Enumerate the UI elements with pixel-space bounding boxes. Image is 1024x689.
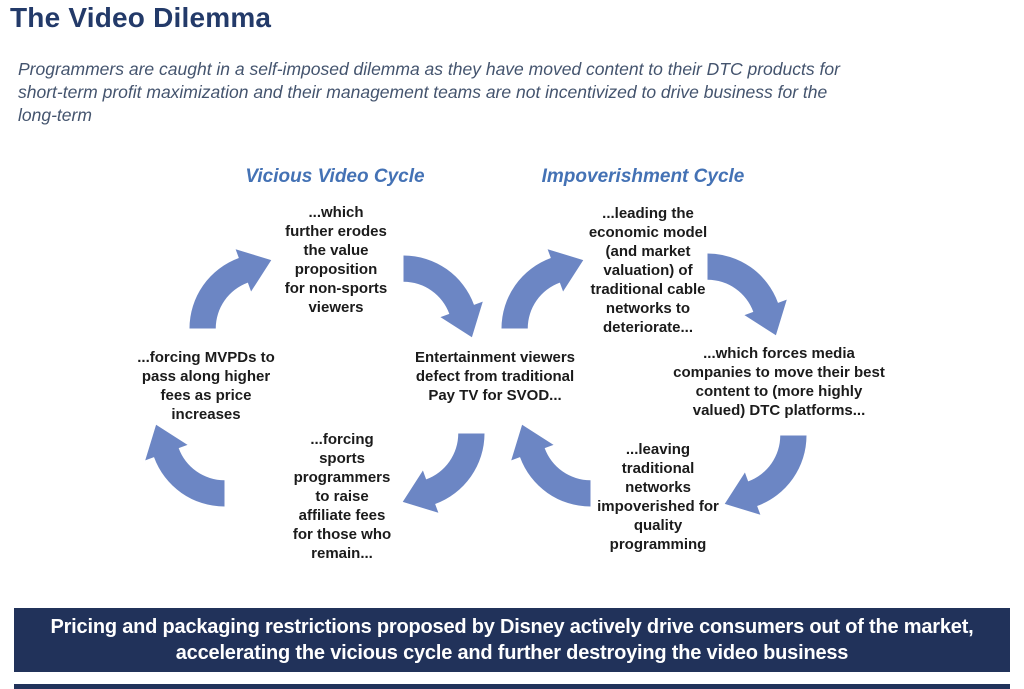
arrow-center-to-leading-icon <box>494 246 584 336</box>
node-sports-programmers: ...forcing sports programmers to raise a… <box>292 431 392 562</box>
arrow-center-to-sports-icon <box>402 426 492 516</box>
footer-banner-text: Pricing and packaging restrictions propo… <box>50 616 974 664</box>
node-forcing-mvpds: ...forcing MVPDs to pass along higher fe… <box>137 349 275 423</box>
arrow-erodes-to-center-icon <box>396 248 486 338</box>
node-center-defect: Entertainment viewers defect from tradit… <box>414 349 576 404</box>
arrow-leading-to-forces-icon <box>700 246 790 336</box>
arrow-forces-to-leaving-icon <box>724 428 814 518</box>
node-economic-model: ...leading the economic model (and marke… <box>588 205 708 336</box>
arrow-mvpds-to-erodes-icon <box>182 246 272 336</box>
node-erodes-value: ...which further erodes the value propos… <box>284 204 388 316</box>
arrow-sports-to-mvpds-icon <box>142 424 232 514</box>
node-forces-media: ...which forces media companies to move … <box>673 345 885 419</box>
bottom-edge-strip <box>14 684 1010 689</box>
right-cycle-title: Impoverishment Cycle <box>541 166 745 187</box>
node-leaving-impoverished: ...leaving traditional networks impoveri… <box>597 441 719 553</box>
arrow-leaving-to-center-icon <box>508 424 598 514</box>
left-cycle-title: Vicious Video Cycle <box>245 166 425 187</box>
page-title: The Video Dilemma <box>10 2 272 33</box>
subtitle-text: Programmers are caught in a self-imposed… <box>18 59 840 125</box>
footer-banner: Pricing and packaging restrictions propo… <box>14 608 1010 672</box>
